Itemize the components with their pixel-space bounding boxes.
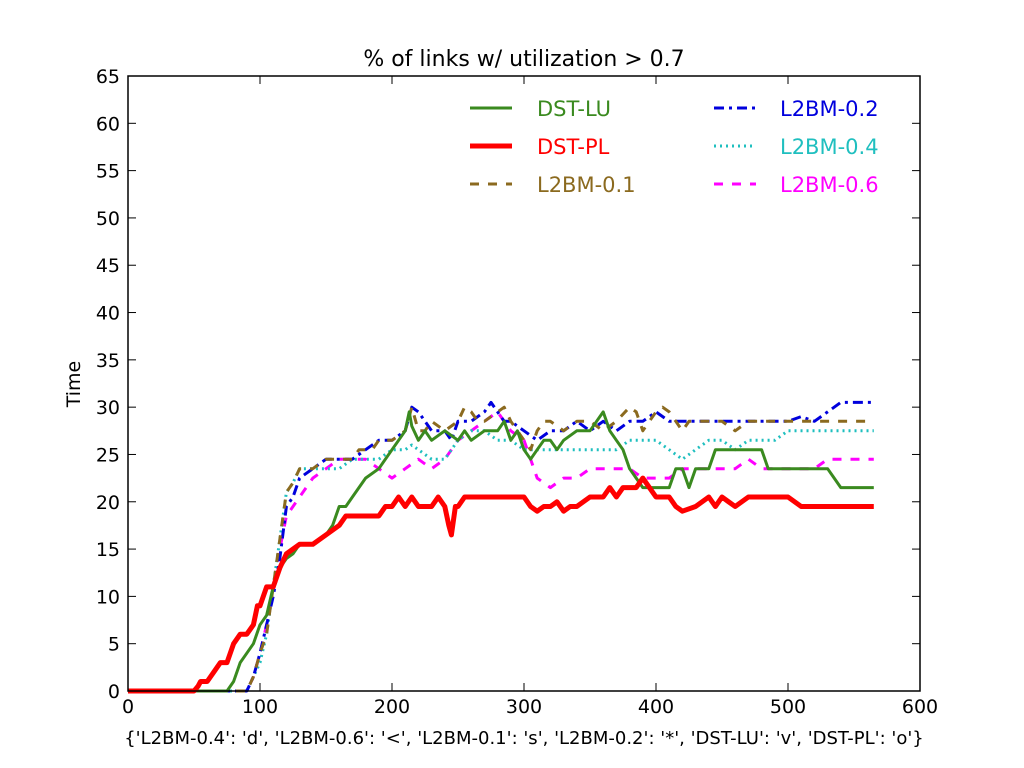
x-axis: 0 100 200 300 400 500 600: [122, 76, 938, 718]
legend: DST-LU DST-PL L2BM-0.1 L2BM-0.2 L2BM-0.4 L2BM…: [470, 97, 879, 197]
legend-label: L2BM-0.2: [780, 97, 879, 121]
x-tick-label: 500: [770, 696, 806, 718]
series-line-dst-lu: [128, 410, 874, 693]
legend-label: L2BM-0.1: [537, 173, 636, 197]
y-tick-label: 45: [96, 255, 120, 277]
x-tick-label: 100: [242, 696, 278, 718]
x-tick-label: 400: [638, 696, 674, 718]
y-tick-label: 25: [96, 444, 120, 466]
x-tick-label: 200: [374, 696, 410, 718]
legend-label: L2BM-0.6: [780, 173, 879, 197]
series-line-l2bm-0-4: [128, 429, 874, 693]
y-tick-label: 40: [96, 303, 120, 325]
y-tick-label: 60: [96, 113, 120, 135]
y-tick-label: 20: [96, 492, 120, 514]
y-tick-label: 10: [96, 586, 120, 608]
plot-area: [128, 76, 920, 691]
y-tick-label: 30: [96, 397, 120, 419]
series-layer: [128, 400, 874, 694]
series-line-dst-pl: [128, 475, 874, 694]
y-axis: 0 5 10 15 20 25 30 35 40 45 50 55 60 65: [96, 66, 920, 703]
y-tick-label: 15: [96, 539, 120, 561]
y-tick-label: 65: [96, 66, 120, 88]
y-axis-label: Time: [63, 361, 85, 409]
y-tick-label: 5: [108, 634, 120, 656]
x-tick-label: 600: [902, 696, 938, 718]
y-tick-label: 50: [96, 208, 120, 230]
legend-label: L2BM-0.4: [780, 135, 879, 159]
series-line-l2bm-0-2: [128, 400, 874, 693]
x-axis-label: {'L2BM-0.4': 'd', 'L2BM-0.6': '<', 'L2BM…: [124, 728, 924, 749]
chart-title: % of links w/ utilization > 0.7: [363, 47, 684, 72]
y-tick-label: 35: [96, 350, 120, 372]
legend-label: DST-PL: [537, 135, 610, 159]
y-tick-label: 55: [96, 161, 120, 183]
y-tick-label: 0: [108, 681, 120, 703]
legend-label: DST-LU: [537, 97, 611, 121]
x-tick-label: 300: [506, 696, 542, 718]
x-tick-label: 0: [122, 696, 134, 718]
